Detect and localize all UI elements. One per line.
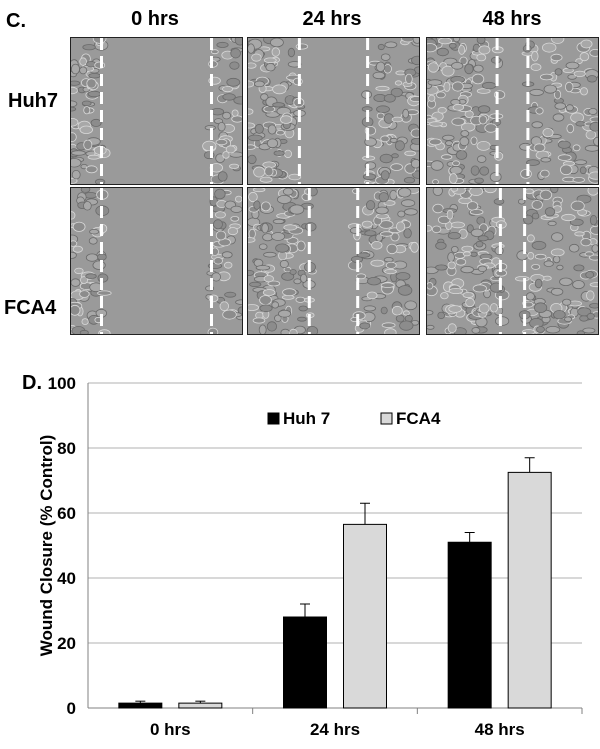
y-tick-label: 80	[57, 439, 76, 458]
x-tick-label: 0 hrs	[150, 720, 191, 739]
panel-d-label: D.	[22, 372, 42, 394]
micrograph-huh7-24hrs	[247, 37, 420, 185]
legend-label-fca4: FCA4	[396, 409, 441, 428]
micrograph-huh7-48hrs	[426, 37, 599, 185]
col-header-0hrs: 0 hrs	[131, 8, 179, 30]
y-tick-label: 100	[48, 374, 76, 393]
legend-swatch-huh7	[267, 412, 280, 425]
panel-c-label: C.	[6, 10, 26, 32]
micrograph-fca4-48hrs	[426, 187, 599, 335]
micrograph-huh7-0hrs	[70, 37, 243, 185]
y-tick-label: 20	[57, 634, 76, 653]
y-axis-label: Wound Closure (% Control)	[37, 435, 56, 657]
bar-fca4-48hrs	[507, 471, 552, 709]
bar-fca4-0hrs	[178, 702, 223, 709]
micrograph-fca4-0hrs	[70, 187, 243, 335]
bar-fca4-24hrs	[343, 523, 387, 709]
y-tick-label: 40	[57, 569, 76, 588]
y-tick-label: 60	[57, 504, 76, 523]
wound-closure-bar-chart: 0 20 40 60 80 100 Wound Closure (% Control) 0 h…	[37, 374, 583, 739]
x-tick-label: 48 hrs	[475, 720, 525, 739]
legend-swatch-fca4	[380, 412, 393, 425]
x-tick-label: 24 hrs	[310, 720, 360, 739]
legend-label-huh7: Huh 7	[283, 409, 330, 428]
bar-huh7-48hrs	[447, 541, 492, 709]
y-tick-label: 0	[67, 699, 76, 718]
col-header-48hrs: 48 hrs	[482, 8, 542, 30]
row-label-huh7: Huh7	[8, 90, 58, 112]
bar-huh7-24hrs	[283, 616, 327, 709]
row-label-fca4: FCA4	[4, 297, 57, 319]
bar-huh7-0hrs	[118, 702, 163, 709]
micrograph-fca4-24hrs	[247, 187, 420, 335]
col-header-24hrs: 24 hrs	[302, 8, 362, 30]
